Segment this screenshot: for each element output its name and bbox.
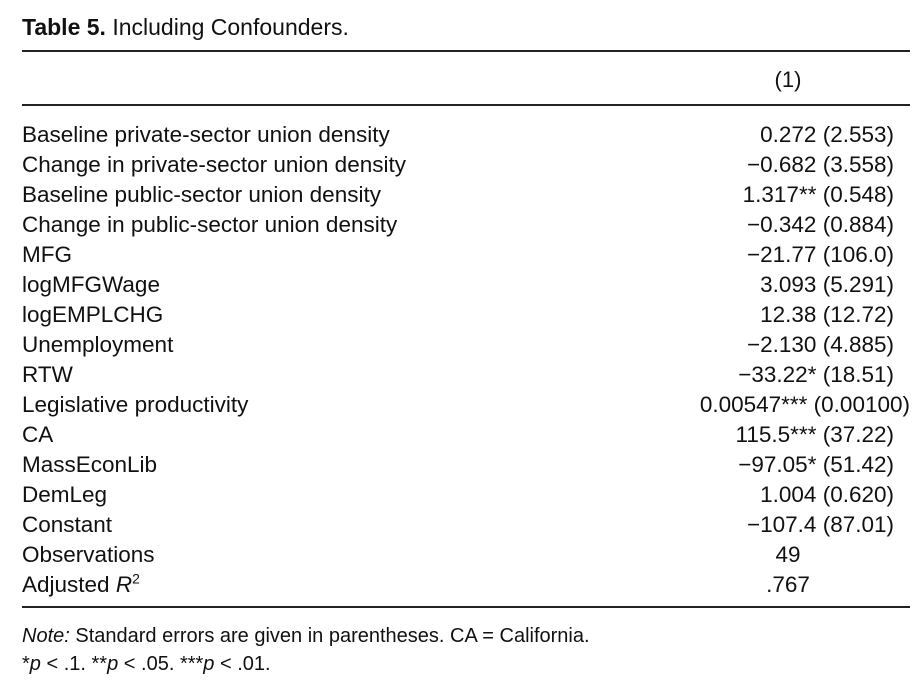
row-variable: Change in private-sector union density [22, 152, 406, 177]
row-value: 12.38 (12.72) [760, 302, 894, 327]
row-value: 0.272 (2.553) [760, 122, 894, 147]
row-value: −97.05* (51.42) [738, 452, 894, 477]
row-variable: Constant [22, 512, 113, 537]
note-line-2: *p < .1. **p < .05. ***p < .01. [22, 650, 590, 678]
row-value: −107.4 (87.01) [747, 512, 894, 537]
table-note: Note: Standard errors are given in paren… [22, 622, 590, 678]
sig-3-rest: < .01. [214, 653, 271, 675]
table-body: Baseline private-sector union density 0.… [22, 120, 910, 600]
row-value: −0.682 (3.558) [747, 152, 894, 177]
table-row: Change in public-sector union density −0… [22, 210, 910, 240]
sig-1-rest: < .1. [40, 653, 92, 675]
table-row: Constant −107.4 (87.01) [22, 510, 910, 540]
row-value: −2.130 (4.885) [747, 332, 894, 357]
column-header: (1) [774, 67, 802, 92]
row-variable: Baseline public-sector union density [22, 182, 381, 207]
row-variable: Observations [22, 542, 155, 567]
row-variable: Legislative productivity [22, 392, 249, 417]
row-value: 0.00547*** (0.00100) [699, 392, 910, 417]
row-value: −0.342 (0.884) [747, 212, 894, 237]
sig-2-rest: < .05. [118, 653, 180, 675]
row-value: −33.22* (18.51) [738, 362, 894, 387]
table-caption-label: Table 5. [22, 14, 106, 40]
table-row: CA 115.5*** (37.22) [22, 420, 910, 450]
row-value: 3.093 (5.291) [760, 272, 894, 297]
table-caption-title: Including Confounders. [112, 14, 349, 40]
top-rule [22, 50, 910, 52]
note-label: Note: [22, 625, 70, 647]
sig-1-stars: * [22, 653, 30, 675]
row-variable: MassEconLib [22, 452, 158, 477]
table-row: DemLeg 1.004 (0.620) [22, 480, 910, 510]
row-variable: Change in public-sector union density [22, 212, 398, 237]
sig-2-stars: ** [91, 653, 108, 675]
row-variable: DemLeg [22, 482, 108, 507]
row-value: .767 [766, 572, 810, 597]
row-variable: RTW [22, 362, 73, 387]
row-value: 1.004 (0.620) [760, 482, 894, 507]
table-row: logMFGWage 3.093 (5.291) [22, 270, 910, 300]
note-line-1: Note: Standard errors are given in paren… [22, 622, 590, 650]
row-variable: logMFGWage [22, 272, 160, 297]
r-symbol: R [115, 572, 133, 597]
bottom-rule [22, 606, 910, 608]
sig-3-stars: *** [179, 653, 204, 675]
row-variable: Unemployment [22, 332, 174, 357]
row-value: 1.317** (0.548) [742, 182, 894, 207]
table-row: MFG −21.77 (106.0) [22, 240, 910, 270]
table-row: Baseline private-sector union density 0.… [22, 120, 910, 150]
header-rule [22, 104, 910, 106]
row-value: 49 [775, 542, 801, 567]
table-row-observations: Observations 49 [22, 540, 910, 570]
table-row: RTW −33.22* (18.51) [22, 360, 910, 390]
table-row: Change in private-sector union density −… [22, 150, 910, 180]
p-symbol: p [203, 653, 215, 675]
p-symbol: p [29, 653, 41, 675]
row-variable: logEMPLCHG [22, 302, 164, 327]
row-variable-text: Adjusted [22, 572, 110, 597]
r-exponent: 2 [132, 570, 140, 587]
table-row: logEMPLCHG 12.38 (12.72) [22, 300, 910, 330]
row-variable: MFG [22, 242, 72, 267]
table-caption: Table 5. Including Confounders. [22, 12, 349, 42]
table-row: Unemployment −2.130 (4.885) [22, 330, 910, 360]
row-value: −21.77 (106.0) [747, 242, 894, 267]
table-row: Baseline public-sector union density 1.3… [22, 180, 910, 210]
row-variable: Adjusted R2 [22, 570, 140, 600]
note-text: Standard errors are given in parentheses… [75, 625, 590, 647]
row-variable: CA [22, 422, 54, 447]
p-symbol: p [107, 653, 119, 675]
table-row-adjusted-r2: Adjusted R2 .767 [22, 570, 910, 600]
table-row: Legislative productivity 0.00547*** (0.0… [22, 390, 910, 420]
row-variable: Baseline private-sector union density [22, 122, 390, 147]
row-value: 115.5*** (37.22) [735, 422, 894, 447]
table-row: MassEconLib −97.05* (51.42) [22, 450, 910, 480]
